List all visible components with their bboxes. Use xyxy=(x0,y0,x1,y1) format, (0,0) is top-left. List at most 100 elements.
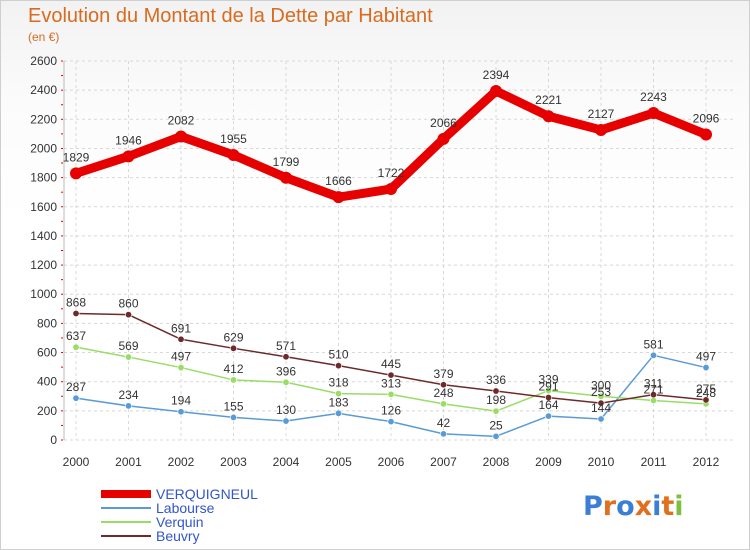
data-point xyxy=(72,343,80,351)
data-label: 1946 xyxy=(115,133,142,147)
data-label: 339 xyxy=(538,373,558,387)
data-point xyxy=(280,171,292,184)
data-label: 497 xyxy=(171,350,191,364)
y-tick-label: 2400 xyxy=(30,83,57,97)
data-label: 198 xyxy=(486,393,506,407)
data-label: 25 xyxy=(489,418,503,432)
data-point xyxy=(597,399,605,407)
data-label: 1666 xyxy=(325,174,352,188)
data-point xyxy=(230,413,238,421)
data-point xyxy=(490,85,502,98)
legend-label: Verquin xyxy=(156,514,203,530)
data-label: 860 xyxy=(118,297,138,311)
data-label: 275 xyxy=(696,382,716,396)
data-label: 629 xyxy=(223,330,243,344)
data-point xyxy=(282,353,290,361)
x-tick-label: 2008 xyxy=(483,455,510,469)
y-tick-label: 200 xyxy=(37,404,57,418)
data-point xyxy=(175,130,187,143)
data-point xyxy=(387,418,395,426)
data-label: 445 xyxy=(381,357,401,371)
data-point xyxy=(385,182,397,195)
data-point xyxy=(177,335,185,343)
data-label: 1955 xyxy=(220,132,247,146)
data-label: 287 xyxy=(66,380,86,394)
data-point xyxy=(72,394,80,402)
data-label: 271 xyxy=(643,382,663,396)
data-point xyxy=(597,392,605,400)
x-tick-label: 2010 xyxy=(588,455,615,469)
data-point xyxy=(125,311,133,319)
data-label: 291 xyxy=(538,380,558,394)
y-tick-label: 800 xyxy=(37,316,57,330)
y-tick-label: 1000 xyxy=(30,287,57,301)
y-tick-label: 2600 xyxy=(30,54,57,68)
x-tick-label: 2009 xyxy=(535,455,562,469)
data-point xyxy=(544,394,552,402)
data-point xyxy=(647,107,660,120)
chart-title: Evolution du Montant de la Dette par Hab… xyxy=(28,5,433,27)
data-point xyxy=(282,417,290,425)
data-point xyxy=(649,351,657,359)
data-point xyxy=(230,344,238,352)
y-tick-label: 2000 xyxy=(30,141,57,155)
x-tick-label: 2012 xyxy=(693,455,720,469)
data-point xyxy=(702,364,710,372)
data-point xyxy=(702,396,710,404)
data-point xyxy=(334,362,342,370)
data-label: 234 xyxy=(118,388,138,402)
data-point xyxy=(649,396,657,404)
data-label: 571 xyxy=(276,339,296,353)
y-tick-label: 600 xyxy=(37,346,57,360)
x-tick-label: 2011 xyxy=(641,455,667,469)
chart-unit: (en €) xyxy=(28,30,60,44)
data-point xyxy=(492,387,500,395)
data-label: 164 xyxy=(538,398,558,412)
data-point xyxy=(227,149,240,162)
data-label: 248 xyxy=(696,386,716,400)
data-label: 336 xyxy=(486,373,506,387)
data-label: 253 xyxy=(591,385,611,399)
data-point xyxy=(334,409,342,417)
data-label: 300 xyxy=(591,378,611,392)
x-tick-label: 2007 xyxy=(430,455,457,469)
y-tick-label: 2200 xyxy=(30,112,57,126)
data-point xyxy=(439,381,447,389)
data-label: 2066 xyxy=(430,116,457,130)
data-label: 2127 xyxy=(588,107,615,121)
data-point xyxy=(72,309,80,317)
data-label: 155 xyxy=(223,399,243,413)
data-point xyxy=(282,378,290,386)
data-label: 318 xyxy=(328,376,348,390)
data-label: 313 xyxy=(381,376,401,390)
data-label: 868 xyxy=(66,295,86,309)
legend-label: Labourse xyxy=(156,500,215,516)
data-label: 194 xyxy=(171,394,191,408)
data-label: 2221 xyxy=(535,93,562,107)
data-label: 412 xyxy=(223,362,243,376)
data-point xyxy=(332,191,345,204)
data-point xyxy=(334,390,342,398)
data-point xyxy=(230,376,238,384)
data-point xyxy=(125,353,133,361)
data-label: 637 xyxy=(66,329,86,343)
x-tick-label: 2000 xyxy=(63,455,90,469)
data-point xyxy=(439,430,447,438)
data-label: 2096 xyxy=(693,111,720,125)
data-point xyxy=(544,412,552,420)
data-point xyxy=(492,432,500,440)
data-label: 42 xyxy=(437,416,451,430)
data-label: 581 xyxy=(643,337,663,351)
x-tick-label: 2001 xyxy=(115,455,142,469)
data-point xyxy=(597,415,605,423)
x-tick-label: 2004 xyxy=(273,455,300,469)
data-label: 183 xyxy=(328,395,348,409)
data-point xyxy=(700,128,712,141)
data-label: 569 xyxy=(118,339,138,353)
data-point xyxy=(387,371,395,379)
data-point xyxy=(177,364,185,372)
y-tick-label: 1400 xyxy=(30,229,57,243)
y-tick-label: 1600 xyxy=(30,200,57,214)
x-tick-label: 2002 xyxy=(168,455,195,469)
